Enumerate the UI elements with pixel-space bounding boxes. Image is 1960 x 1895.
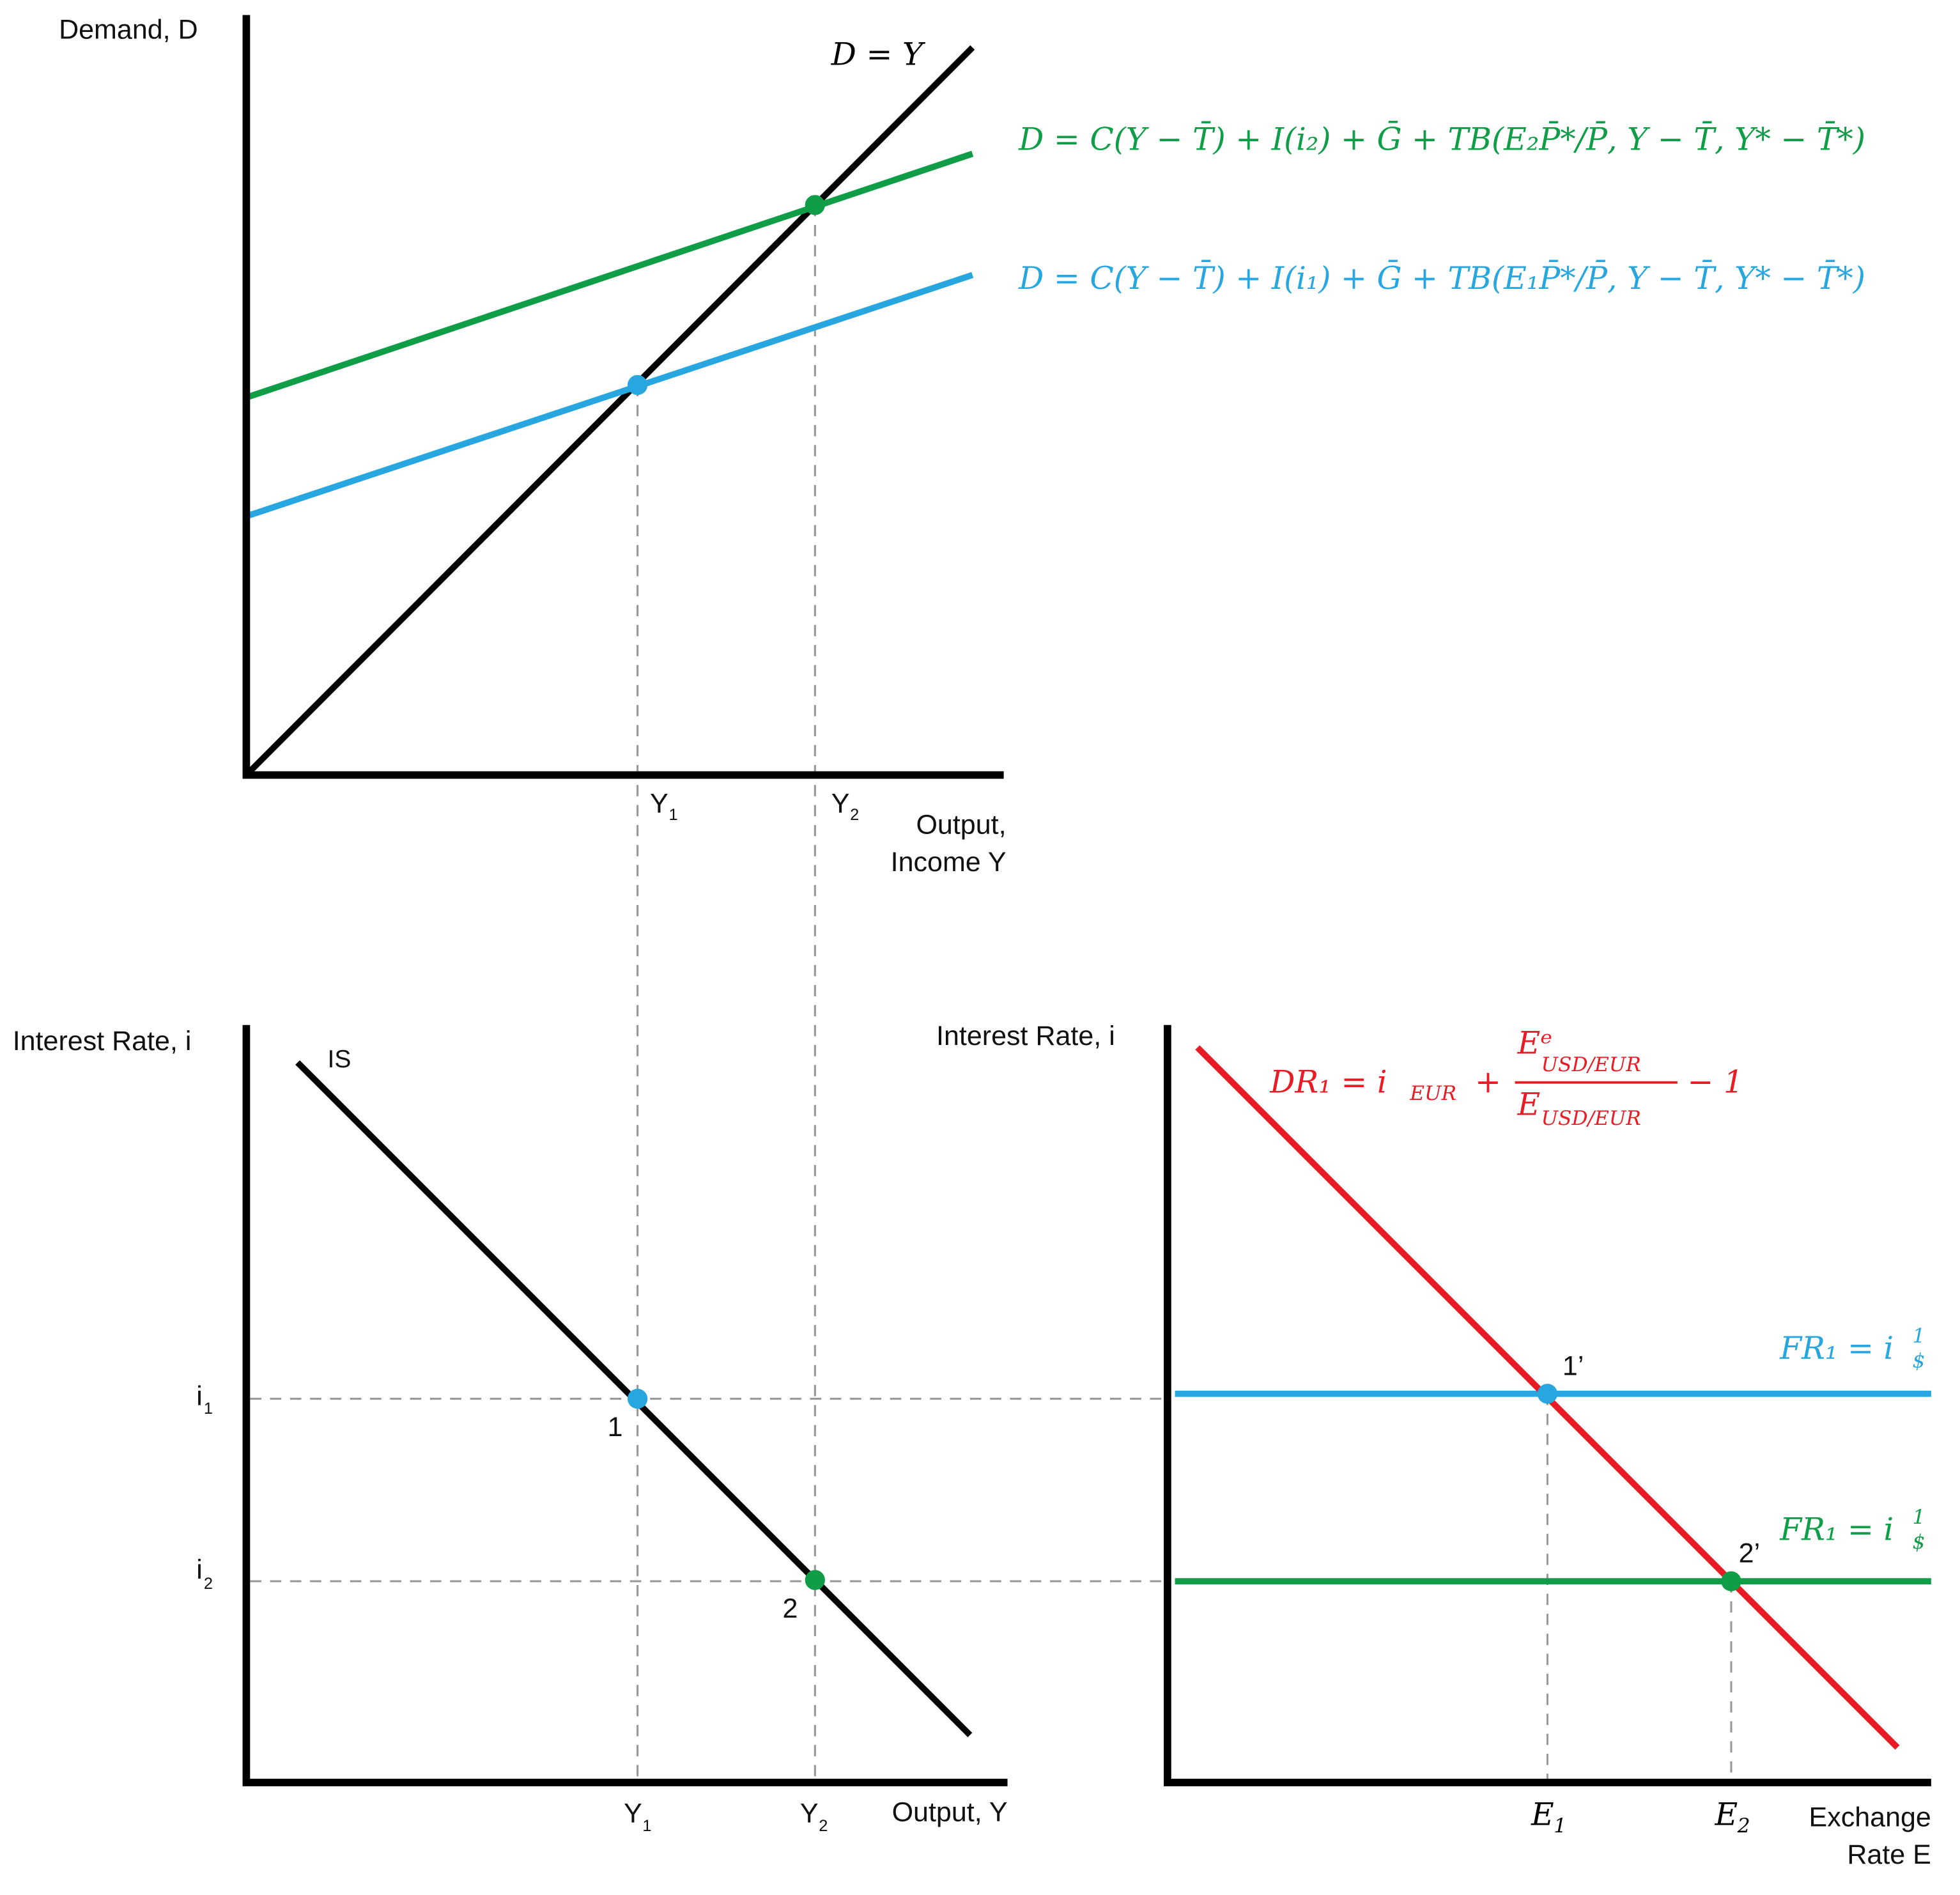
- demand-line-green: [245, 150, 974, 401]
- tick-e2-sub: 2: [1737, 1814, 1750, 1837]
- blue-demand-equation: D = C(Y − T̄) + I(i₁) + Ḡ + TB(E₁P̄*/P̄,…: [1018, 259, 1865, 297]
- dr-denominator: E: [1516, 1087, 1540, 1123]
- tick-y2: Y: [831, 788, 850, 819]
- dr-tail: − 1: [1687, 1064, 1743, 1100]
- x-axis-label-2: Rate E: [1847, 1839, 1931, 1870]
- tick-e1: E: [1531, 1796, 1554, 1832]
- fr-blue-label: FR₁ = i 1 $: [1779, 1325, 1925, 1373]
- tick-y1-sub: 1: [669, 806, 678, 824]
- x-axis-label-1: Exchange: [1809, 1802, 1931, 1832]
- y-axis-label: Interest Rate, i: [936, 1021, 1115, 1051]
- is-point-1: [627, 1388, 648, 1409]
- tick-y2-sub: 2: [850, 806, 859, 824]
- equilibrium-point-2: [805, 195, 825, 215]
- tick-i2: i: [196, 1554, 203, 1585]
- fr-green-label: FR₁ = i 1 $: [1779, 1506, 1925, 1554]
- x-axis-label-1: Output,: [916, 810, 1006, 840]
- tick-y1: Y: [650, 788, 668, 819]
- tick-i2-sub: 2: [204, 1575, 213, 1593]
- dr-plus: +: [1475, 1064, 1501, 1100]
- point-2-label: 2: [782, 1593, 798, 1624]
- tick-y1: Y: [624, 1798, 642, 1829]
- line-45-degree: [243, 45, 975, 778]
- is-curve-panel: Interest Rate, i IS i 1 i 2 1 2 Y 1 Y 2 …: [13, 1025, 1008, 1835]
- tick-y2-sub: 2: [819, 1817, 828, 1835]
- demand-line-blue: [245, 272, 974, 520]
- equilibrium-point-1: [627, 375, 648, 396]
- tick-i1-sub: 1: [204, 1400, 213, 1418]
- y-axis-label: Interest Rate, i: [13, 1026, 192, 1056]
- forex-point-2: [1721, 1571, 1741, 1591]
- is-point-2: [805, 1570, 825, 1590]
- tick-y2: Y: [800, 1798, 819, 1829]
- fr-green-text: FR₁ = i: [1779, 1512, 1894, 1548]
- tick-y1-sub: 1: [642, 1817, 651, 1835]
- forex-axes: [1164, 1025, 1931, 1786]
- fr-blue-sub: $: [1913, 1350, 1925, 1373]
- guide-lines: [250, 205, 1732, 1783]
- dr-equation: DR₁ = i EUR + Eᵉ USD/EUR E USD/EUR − 1: [1269, 1025, 1743, 1130]
- point-2prime-label: 2’: [1739, 1538, 1760, 1569]
- keynesian-cross-panel: Demand, D D = Y D = C(Y − T̄) + I(i₂) + …: [59, 15, 1865, 878]
- dr-denominator-sub: USD/EUR: [1541, 1107, 1641, 1130]
- dr-lhs-sub: EUR: [1409, 1082, 1456, 1105]
- fr-blue-text: FR₁ = i: [1779, 1330, 1894, 1366]
- line-45-label: D = Y: [831, 36, 926, 73]
- is-label: IS: [328, 1046, 351, 1073]
- green-demand-equation: D = C(Y − T̄) + I(i₂) + Ḡ + TB(E₂P̄*/P̄,…: [1018, 121, 1865, 158]
- dr-numerator: Eᵉ: [1516, 1025, 1552, 1062]
- is-axes: [242, 1025, 1008, 1786]
- fr-blue-sup: 1: [1913, 1325, 1925, 1348]
- fr-green-sub: $: [1913, 1531, 1925, 1554]
- point-1prime-label: 1’: [1563, 1350, 1584, 1381]
- forex-point-1: [1537, 1384, 1558, 1404]
- top-axes: [242, 15, 1004, 779]
- forex-panel: Interest Rate, i DR₁ = i EUR + Eᵉ USD/EU…: [936, 1021, 1931, 1870]
- dr-lhs: DR₁ = i: [1269, 1064, 1387, 1100]
- x-axis-label: Output, Y: [892, 1797, 1008, 1828]
- point-1-label: 1: [608, 1412, 623, 1443]
- dr-numerator-sub: USD/EUR: [1541, 1053, 1641, 1076]
- y-axis-label: Demand, D: [59, 15, 198, 45]
- tick-e1-sub: 1: [1554, 1814, 1566, 1837]
- tick-i1: i: [196, 1381, 203, 1411]
- fr-green-sup: 1: [1913, 1506, 1925, 1529]
- x-axis-label-2: Income Y: [891, 847, 1007, 878]
- tick-e2: E: [1715, 1796, 1738, 1832]
